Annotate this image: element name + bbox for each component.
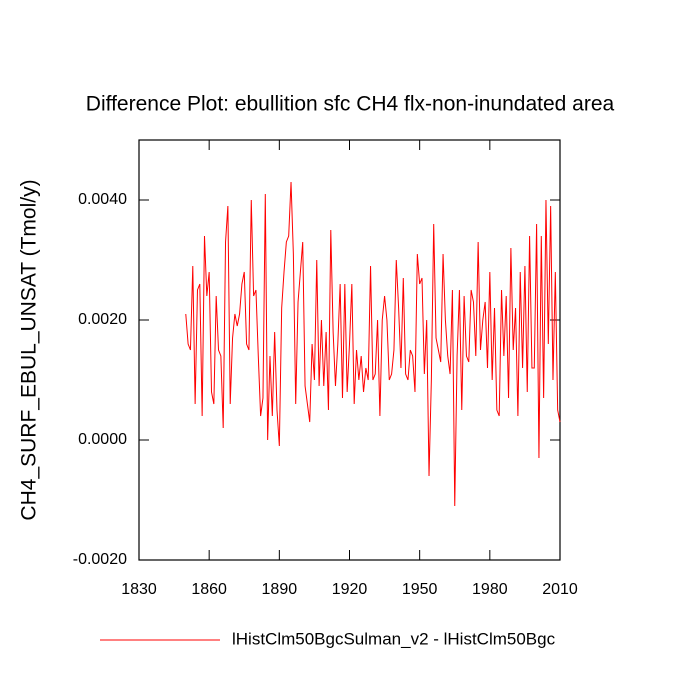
- y-tick-label: -0.0020: [73, 551, 127, 568]
- x-tick-label: 1980: [472, 581, 508, 598]
- chart-title: Difference Plot: ebullition sfc CH4 flx-…: [86, 93, 615, 116]
- y-axis-label: CH4_SURF_EBUL_UNSAT (Tmol/y): [18, 179, 41, 520]
- x-tick-label: 1860: [191, 581, 227, 598]
- y-tick-label: 0.0020: [78, 311, 127, 328]
- x-tick-label: 2010: [542, 581, 578, 598]
- y-tick-label: 0.0000: [78, 431, 127, 448]
- x-tick-label: 1830: [121, 581, 157, 598]
- x-tick-label: 1950: [402, 581, 438, 598]
- legend-label: lHistClm50BgcSulman_v2 - lHistClm50Bgc: [232, 629, 556, 648]
- series-line: [185, 181, 561, 507]
- x-tick-label: 1920: [332, 581, 368, 598]
- y-tick-label: 0.0040: [78, 191, 127, 208]
- x-tick-label: 1890: [262, 581, 298, 598]
